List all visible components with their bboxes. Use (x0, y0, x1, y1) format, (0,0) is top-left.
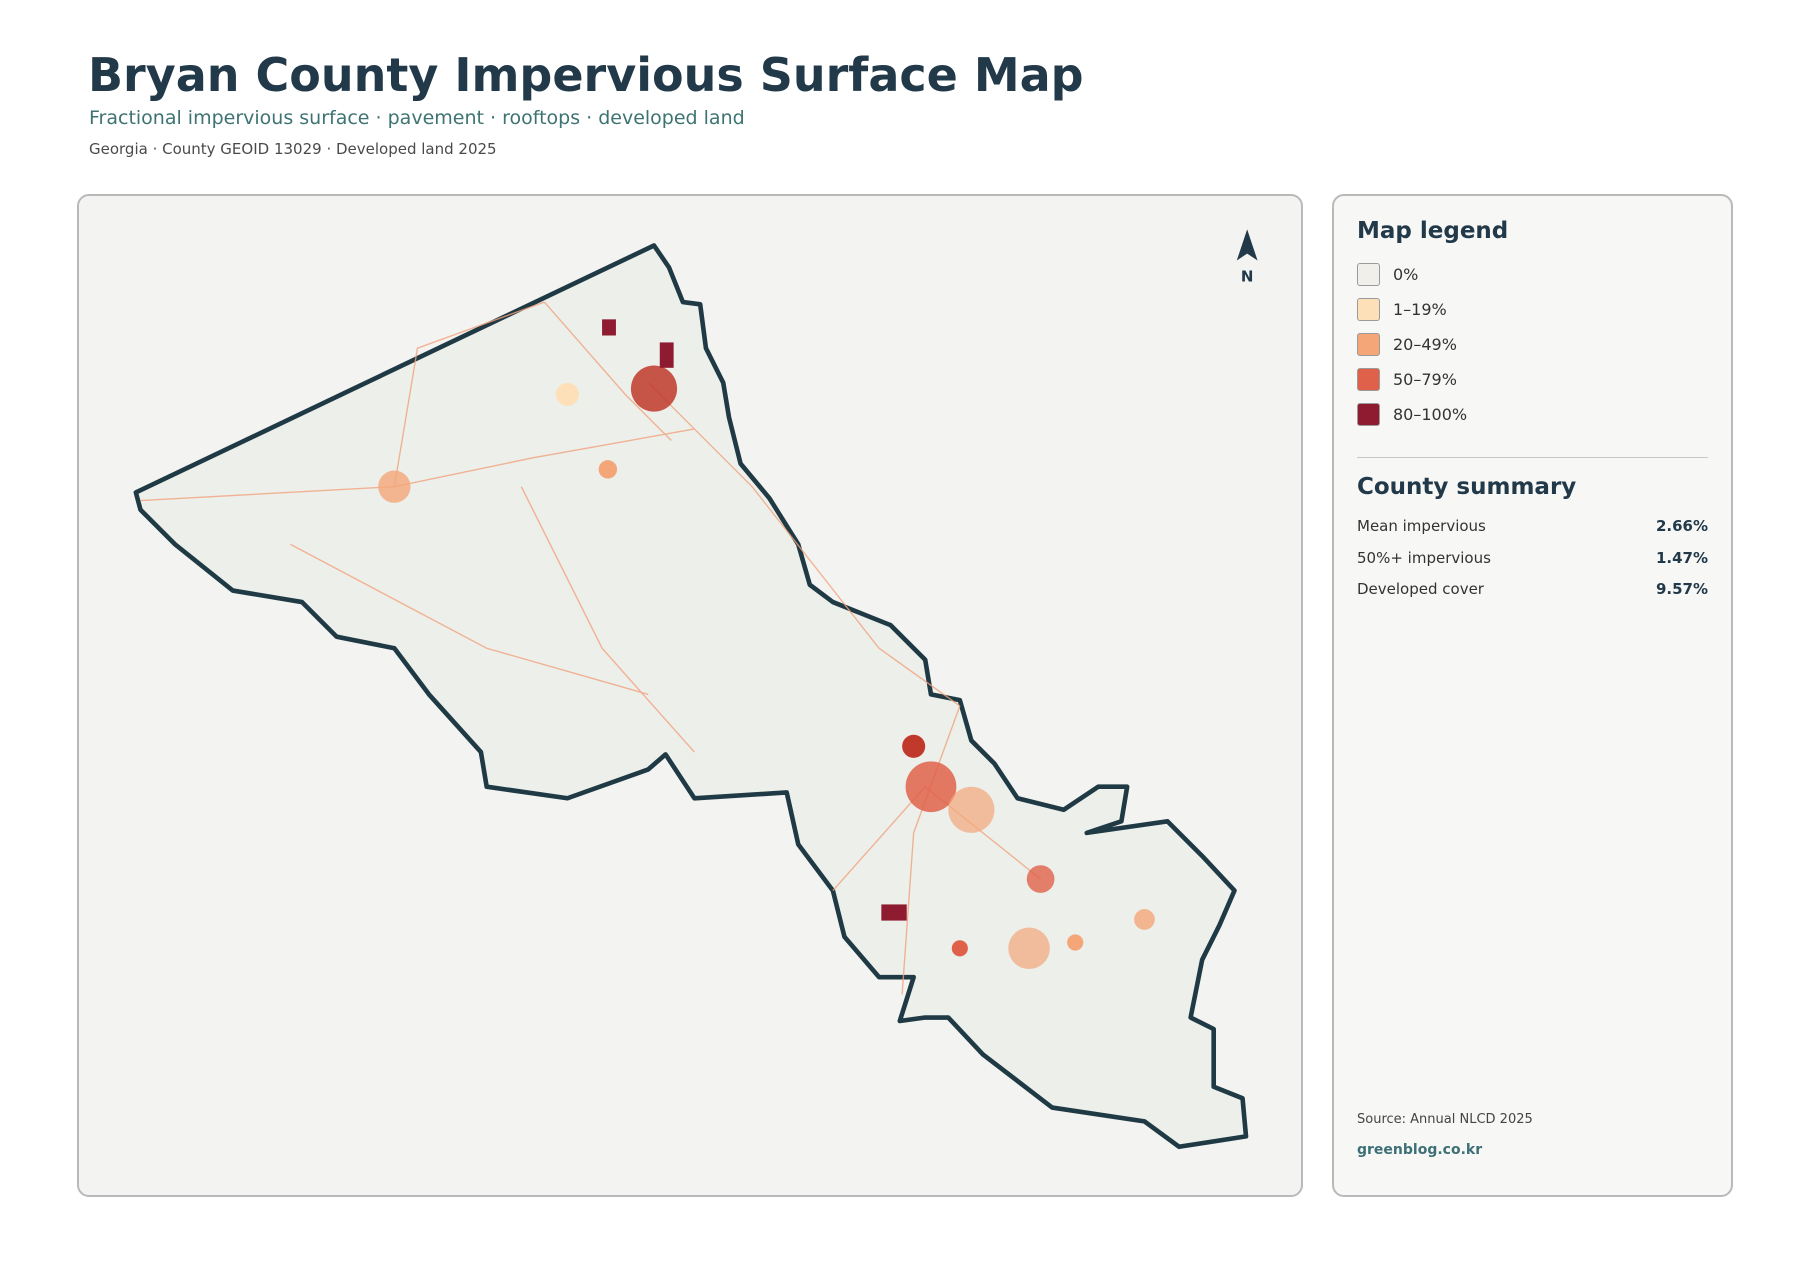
north-label: N (1241, 267, 1254, 285)
site: greenblog.co.kr (1357, 1142, 1483, 1158)
legend-swatch (1357, 367, 1380, 391)
summary-label: 50%+ impervious (1357, 548, 1491, 567)
map-panel: N (77, 194, 1303, 1197)
legend-label: 0% (1393, 264, 1419, 284)
summary-row: 50%+ impervious 1.47% (1357, 549, 1708, 567)
summary-value: 9.57% (1655, 580, 1708, 598)
subtitle: Fractional impervious surface · pavement… (89, 107, 745, 129)
source: Source: Annual NLCD 2025 (1357, 1112, 1533, 1127)
legend-swatch (1357, 332, 1380, 356)
developed-areas (378, 319, 1155, 970)
page-title: Bryan County Impervious Surface Map (88, 48, 1084, 102)
meta-line: Georgia · County GEOID 13029 · Developed… (89, 140, 497, 158)
map-layer: N (133, 229, 1258, 1150)
summary-label: Mean impervious (1357, 517, 1486, 535)
legend-label: 80–100% (1393, 404, 1468, 424)
summary-value: 1.47% (1655, 548, 1708, 567)
legend-item: 80–100% (1357, 402, 1467, 426)
summary-row: Developed cover 9.57% (1357, 580, 1708, 598)
legend-swatch (1357, 402, 1380, 426)
map: N (133, 229, 1258, 1150)
county-fill (133, 243, 1249, 1150)
legend-item: 20–49% (1357, 332, 1457, 356)
summary-row: Mean impervious 2.66% (1357, 517, 1708, 535)
legend-label: 1–19% (1393, 299, 1447, 319)
legend-swatch (1357, 262, 1380, 286)
north-arrow (1236, 229, 1258, 261)
legend-label: 50–79% (1393, 369, 1457, 389)
legend-swatch (1357, 297, 1380, 321)
summary-value: 2.66% (1655, 517, 1708, 535)
legend-item: 1–19% (1357, 297, 1447, 321)
divider (1357, 457, 1708, 458)
summary-title: County summary (1357, 474, 1577, 500)
legend-label: 20–49% (1393, 334, 1457, 354)
legend-title: Map legend (1357, 218, 1509, 244)
legend-item: 0% (1357, 262, 1418, 286)
legend-item: 50–79% (1357, 367, 1457, 391)
summary-label: Developed cover (1357, 580, 1484, 598)
side-panel: Map legend 0% 1–19% 20–49% 50–79% 80–100% Co… (1332, 194, 1733, 1197)
